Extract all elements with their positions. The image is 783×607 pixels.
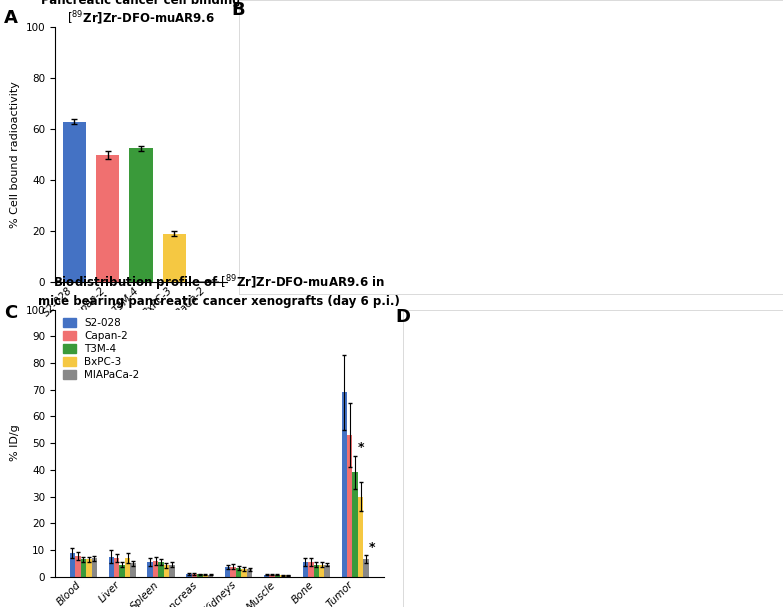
Bar: [125, 558, 130, 577]
Bar: [70, 553, 75, 577]
Bar: [269, 574, 275, 577]
Bar: [324, 565, 330, 577]
Bar: [286, 575, 291, 577]
Bar: [109, 557, 114, 577]
Bar: [341, 392, 347, 577]
Bar: [264, 574, 269, 577]
Bar: [236, 568, 241, 577]
Bar: [163, 234, 186, 282]
Bar: [280, 575, 286, 577]
Text: A: A: [4, 9, 18, 27]
Bar: [247, 569, 252, 577]
Bar: [114, 558, 120, 577]
Bar: [363, 559, 369, 577]
Bar: [169, 565, 175, 577]
Bar: [352, 472, 358, 577]
Bar: [186, 574, 192, 577]
Bar: [96, 155, 119, 282]
Bar: [164, 566, 169, 577]
Bar: [313, 565, 319, 577]
Bar: [319, 565, 324, 577]
Bar: [153, 561, 158, 577]
Legend: S2-028, Capan-2, T3M-4, BxPC-3, MIAPaCa-2: S2-028, Capan-2, T3M-4, BxPC-3, MIAPaCa-…: [60, 315, 143, 384]
Bar: [275, 575, 280, 577]
Text: B: B: [231, 1, 244, 19]
Bar: [309, 562, 313, 577]
Text: *: *: [358, 441, 365, 454]
Bar: [158, 562, 164, 577]
X-axis label: Cell lines: Cell lines: [113, 337, 169, 347]
Bar: [92, 558, 97, 577]
Y-axis label: % ID/g: % ID/g: [10, 425, 20, 461]
Title: Pancreatic cancer cell binding
$[^{89}$Zr]Zr-DFO-muAR9.6: Pancreatic cancer cell binding $[^{89}$Z…: [41, 0, 240, 27]
Text: D: D: [395, 308, 410, 327]
Bar: [347, 435, 352, 577]
Bar: [147, 562, 153, 577]
Bar: [129, 148, 153, 282]
Bar: [203, 574, 208, 577]
Title: Biodistribution profile of $[^{89}$Zr]Zr-DFO-muAR9.6 in
mice bearing pancreatic : Biodistribution profile of $[^{89}$Zr]Zr…: [38, 274, 400, 308]
Bar: [63, 121, 86, 282]
Bar: [81, 559, 86, 577]
Bar: [230, 566, 236, 577]
Bar: [208, 574, 214, 577]
Bar: [225, 568, 230, 577]
Bar: [86, 559, 92, 577]
Text: *: *: [369, 541, 376, 554]
Bar: [130, 563, 135, 577]
Bar: [75, 556, 81, 577]
Bar: [197, 574, 203, 577]
Y-axis label: % Cell bound radioactivity: % Cell bound radioactivity: [10, 81, 20, 228]
Bar: [358, 497, 363, 577]
Text: C: C: [4, 304, 17, 322]
Bar: [120, 565, 125, 577]
Bar: [241, 569, 247, 577]
Bar: [192, 574, 197, 577]
Bar: [196, 281, 219, 282]
Bar: [303, 562, 309, 577]
